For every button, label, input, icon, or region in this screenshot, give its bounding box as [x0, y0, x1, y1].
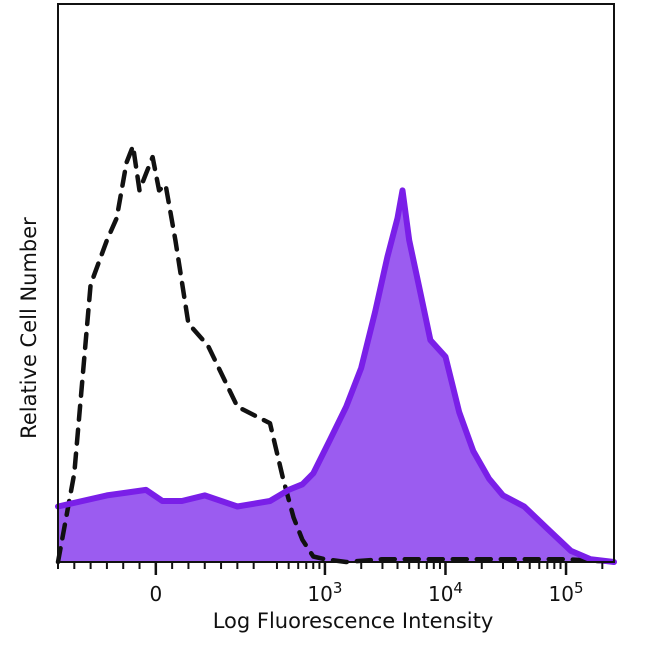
x-tick-label: 105: [549, 579, 584, 606]
x-axis: 0 103 104 105: [57, 562, 604, 606]
plot-frame: [57, 3, 615, 563]
stained-histogram-fill: [58, 190, 614, 562]
stained-histogram-line: [55, 187, 617, 565]
y-axis-label: Relative Cell Number: [17, 217, 41, 439]
x-tick-label: 103: [307, 579, 342, 606]
plot-area: [55, 143, 617, 565]
x-tick-label: 104: [428, 579, 463, 606]
x-axis-label: Log Fluorescence Intensity: [213, 609, 494, 633]
x-tick-label: 0: [149, 582, 162, 606]
